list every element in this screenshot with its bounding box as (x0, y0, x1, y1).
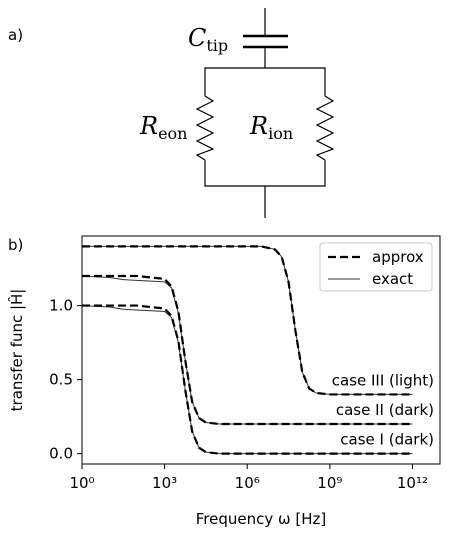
plot-frame (81, 235, 441, 465)
panel-label: a) (8, 26, 23, 44)
case-label: case III (light) (332, 371, 434, 389)
subscript: eon (158, 124, 187, 143)
resistor-label: Rion (249, 112, 293, 143)
symbol: R (249, 112, 268, 140)
x-axis-label: Frequency ω [Hz] (196, 510, 326, 528)
x-tick-label: 10⁰ (69, 474, 94, 492)
case-label: case I (dark) (340, 431, 434, 449)
y-tick-label: 1.0 (49, 297, 73, 315)
x-tick-label: 10⁹ (317, 474, 342, 492)
x-tick-label: 10⁶ (235, 474, 260, 492)
symbol: R (139, 112, 158, 140)
case-label: case II (dark) (336, 401, 434, 419)
resistor-label: Reon (139, 112, 187, 143)
x-tick-label: 10¹² (397, 474, 428, 492)
x-tick-label: 10³ (152, 474, 177, 492)
subscript: ion (268, 124, 293, 143)
capacitor-label: Ctip (188, 24, 228, 55)
resistor (315, 95, 335, 161)
y-tick-label: 0.5 (49, 371, 73, 389)
line-approx (82, 274, 413, 426)
y-tick-label: 0.0 (49, 445, 73, 463)
symbol: C (188, 24, 206, 52)
legend-label: exact (372, 270, 413, 288)
circuit (195, 8, 335, 218)
wire (204, 67, 326, 96)
line-approx (82, 304, 413, 455)
panel-label: b) (8, 236, 23, 254)
y-axis-label: transfer func |Ĥ| (7, 289, 26, 412)
resistor (195, 95, 215, 161)
legend-label: approx (372, 248, 424, 266)
line-exact (82, 245, 413, 395)
wire (204, 160, 326, 187)
subscript: tip (206, 36, 228, 55)
